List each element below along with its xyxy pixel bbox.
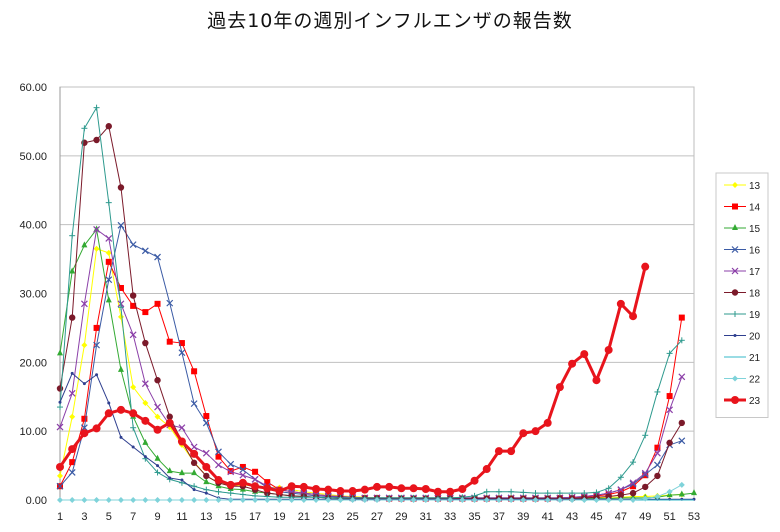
x-tick-label: 9 — [154, 511, 160, 523]
y-tick-label: 50.00 — [19, 151, 47, 163]
gridlines — [59, 86, 695, 501]
series-lines — [56, 104, 697, 503]
svg-text:19: 19 — [749, 310, 761, 321]
x-tick-label: 49 — [639, 511, 651, 523]
y-tick-label: 20.00 — [19, 357, 47, 369]
series-19 — [57, 104, 685, 501]
x-tick-label: 41 — [542, 511, 554, 523]
svg-text:17: 17 — [749, 267, 761, 278]
x-tick-label: 33 — [444, 511, 456, 523]
svg-text:23: 23 — [749, 396, 761, 407]
y-tick-label: 0.00 — [26, 495, 47, 507]
series-22 — [57, 481, 685, 503]
legend-item-21: 21 — [724, 353, 761, 364]
x-tick-label: 53 — [688, 511, 700, 523]
svg-text:18: 18 — [749, 289, 761, 300]
series-17 — [56, 226, 686, 502]
x-tick-label: 31 — [420, 511, 432, 523]
x-tick-label: 51 — [663, 511, 675, 523]
legend-item-14: 14 — [724, 203, 761, 214]
svg-text:15: 15 — [749, 224, 761, 235]
x-tick-label: 25 — [346, 511, 358, 523]
x-tick-label: 17 — [249, 511, 261, 523]
x-tick-label: 15 — [225, 511, 237, 523]
x-tick-label: 27 — [371, 511, 383, 523]
legend-item-23: 23 — [724, 396, 761, 407]
x-tick-label: 47 — [615, 511, 627, 523]
x-axis: 1 3 5 7 9 11 13 15 17 19 21 23 25 27 29 31 33 35 37 39 41 43 4… — [57, 499, 700, 523]
chart-title: 過去10年の週別インフルエンザの報告数 — [207, 10, 573, 32]
svg-text:16: 16 — [749, 246, 761, 257]
y-axis: 0.00 10.00 20.00 30.00 40.00 50.00 60.00 — [19, 82, 61, 507]
y-tick-label: 30.00 — [19, 289, 47, 301]
x-tick-label: 23 — [322, 511, 334, 523]
legend-item-22: 22 — [724, 375, 761, 386]
svg-text:22: 22 — [749, 375, 761, 386]
series-18 — [56, 123, 686, 502]
svg-text:14: 14 — [749, 203, 761, 214]
series-23 — [56, 262, 650, 496]
x-tick-label: 11 — [176, 511, 187, 523]
x-tick-label: 43 — [566, 511, 578, 523]
x-tick-label: 1 — [57, 511, 63, 523]
legend: 13 14 15 16 17 18 19 20 21 22 23 — [715, 172, 769, 418]
x-tick-label: 45 — [590, 511, 602, 523]
legend-item-15: 15 — [724, 224, 761, 235]
series-20 — [58, 371, 696, 501]
legend-item-18: 18 — [724, 289, 761, 300]
y-tick-label: 60.00 — [19, 82, 47, 94]
x-tick-label: 13 — [200, 511, 212, 523]
x-tick-label: 5 — [106, 511, 112, 523]
x-tick-label: 3 — [81, 511, 87, 523]
y-tick-label: 10.00 — [19, 426, 47, 438]
legend-item-13: 13 — [724, 181, 761, 192]
x-tick-label: 7 — [130, 511, 136, 523]
svg-text:21: 21 — [749, 353, 761, 364]
svg-text:20: 20 — [749, 332, 761, 343]
x-tick-label: 39 — [517, 511, 529, 523]
x-tick-label: 21 — [298, 511, 310, 523]
legend-item-20: 20 — [724, 332, 761, 343]
x-tick-label: 37 — [493, 511, 505, 523]
legend-item-16: 16 — [724, 246, 761, 257]
legend-item-19: 19 — [724, 310, 761, 321]
legend-box — [715, 172, 769, 418]
series-13 — [57, 245, 685, 501]
svg-text:13: 13 — [749, 181, 761, 192]
legend-item-17: 17 — [724, 267, 761, 278]
x-tick-label: 35 — [468, 511, 480, 523]
series-15 — [57, 225, 697, 501]
y-tick-label: 40.00 — [19, 220, 47, 232]
x-tick-label: 29 — [395, 511, 407, 523]
x-tick-label: 19 — [273, 511, 285, 523]
